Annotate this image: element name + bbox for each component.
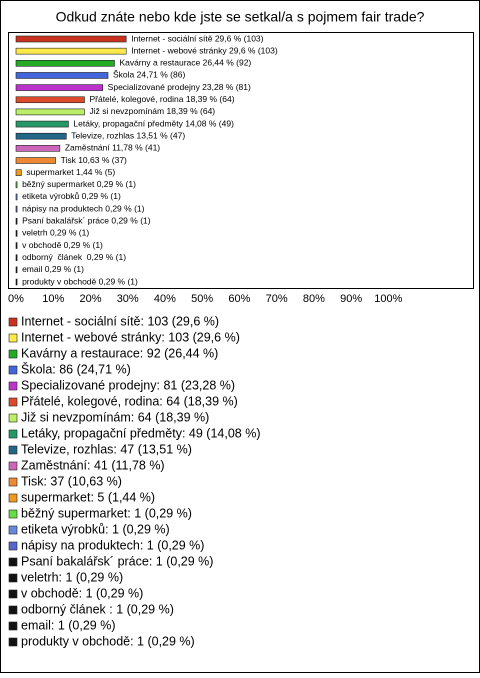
legend-label: veletrh: 1 (0,29 %): [21, 570, 123, 584]
bar: [15, 242, 18, 249]
data-label: Internet - webové stránky 29,6 % (103): [131, 45, 278, 55]
legend-swatch: [8, 333, 18, 343]
data-label: veletrh 0,29 % (1): [22, 228, 89, 238]
bar: [15, 72, 109, 79]
legend-swatch: [8, 365, 18, 375]
data-label: Tisk 10,63 % (37): [61, 155, 127, 165]
legend-label: Tisk: 37 (10,63 %): [21, 474, 122, 488]
legend-swatch: [8, 461, 18, 471]
data-label: Internet - sociální sítě 29,6 % (103): [131, 33, 263, 43]
bar: [15, 217, 18, 225]
x-tick-label: 60%: [228, 293, 250, 305]
legend-swatch: [8, 541, 18, 551]
legend-label: Internet - webové stránky: 103 (29,6 %): [21, 330, 240, 344]
legend-swatch: [8, 621, 18, 631]
bar: [15, 120, 69, 128]
legend-swatch: [8, 349, 18, 359]
data-label: produkty v obchodě 0,29 % (1): [22, 276, 138, 286]
legend-label: Specializované prodejny: 81 (23,28 %): [21, 378, 235, 392]
x-tick-label: 70%: [266, 293, 288, 305]
legend-label: Letáky, propagační předměty: 49 (14,08 %…: [21, 426, 261, 440]
data-label: odborný článek 0,29 % (1): [22, 252, 126, 262]
legend-label: nápisy na produktech: 1 (0,29 %): [21, 538, 204, 552]
bar: [15, 96, 85, 104]
bar: [15, 169, 22, 176]
legend-swatch: [8, 381, 18, 391]
data-label: Škola 24,71 % (86): [113, 70, 185, 80]
legend-swatch: [8, 413, 18, 423]
bar: [15, 108, 85, 116]
data-label: Letáky, propagační předměty 14,08 % (49): [73, 118, 234, 128]
x-tick-label: 0%: [8, 293, 24, 305]
legend-label: v obchodě: 1 (0,29 %): [21, 586, 143, 600]
bar: [15, 47, 127, 55]
data-label: email 0,29 % (1): [22, 264, 84, 274]
bar: [15, 59, 115, 67]
legend-swatch: [8, 317, 18, 327]
bar: [15, 181, 18, 189]
legend-swatch: [8, 509, 18, 519]
data-label: Kavárny a restaurace 26,44 % (92): [119, 58, 251, 68]
legend-label: email: 1 (0,29 %): [21, 618, 115, 632]
legend-swatch: [8, 397, 18, 407]
x-tick-label: 50%: [191, 293, 213, 305]
legend-label: produkty v obchodě: 1 (0,29 %): [21, 634, 195, 648]
legend-label: Již si nevzpomínám: 64 (18,39 %): [21, 410, 209, 424]
legend-label: etiketa výrobků: 1 (0,29 %): [21, 522, 170, 536]
bar: [15, 278, 18, 286]
legend-swatch: [8, 605, 18, 615]
bar: [15, 254, 18, 261]
legend-label: Psaní bakalářsk´ práce: 1 (0,29 %): [21, 554, 213, 568]
chart-title: Odkud znáte nebo kde jste se setkal/a s …: [56, 9, 425, 25]
legend-label: odborný článek : 1 (0,29 %): [21, 602, 174, 616]
legend-label: Škola: 86 (24,71 %): [21, 361, 131, 376]
bar: [15, 157, 56, 164]
x-tick-label: 100%: [374, 293, 402, 305]
x-tick-label: 80%: [303, 293, 325, 305]
x-tick-label: 40%: [154, 293, 176, 305]
legend-swatch: [8, 429, 18, 439]
legend-swatch: [8, 445, 18, 455]
legend-swatch: [8, 557, 18, 567]
data-label: běžný supermarket 0,29 % (1): [22, 179, 136, 189]
data-label: nápisy na produktech 0,29 % (1): [22, 203, 145, 213]
bar: [15, 193, 18, 201]
x-tick-label: 10%: [42, 293, 64, 305]
data-label: supermarket 1,44 % (5): [26, 167, 115, 177]
data-label: Psaní bakalářsk´ práce 0,29 % (1): [22, 216, 151, 226]
data-label: Již si nevzpomínám 18,39 % (64): [89, 106, 215, 116]
data-label: v obchodě 0,29 % (1): [22, 240, 103, 250]
bar: [15, 145, 61, 152]
legend-swatch: [8, 637, 18, 647]
legend-label: Přátelé, kolegové, rodina: 64 (18,39 %): [21, 394, 238, 408]
legend-label: běžný supermarket: 1 (0,29 %): [21, 506, 192, 520]
data-label: Televize, rozhlas 13,51 % (47): [71, 130, 185, 140]
bar: [15, 266, 18, 274]
x-tick-label: 20%: [79, 293, 101, 305]
legend-swatch: [8, 589, 18, 599]
bar: [15, 230, 18, 237]
data-label: etiketa výrobků 0,29 % (1): [22, 191, 121, 201]
bar: [15, 35, 127, 43]
data-label: Specializované prodejny 23,28 % (81): [108, 82, 251, 92]
x-tick-label: 30%: [117, 293, 139, 305]
legend-swatch: [8, 525, 18, 535]
legend-label: supermarket: 5 (1,44 %): [21, 490, 155, 504]
x-tick-label: 90%: [340, 293, 362, 305]
bar: [15, 205, 18, 213]
bar: [15, 132, 67, 140]
legend-label: Televize, rozhlas: 47 (13,51 %): [21, 442, 192, 456]
legend-label: Kavárny a restaurace: 92 (26,44 %): [21, 346, 218, 360]
legend-swatch: [8, 573, 18, 583]
legend-label: Internet - sociální sítě: 103 (29,6 %): [21, 314, 219, 328]
data-label: Přátelé, kolegové, rodina 18,39 % (64): [89, 94, 234, 104]
data-label: Zaměstnání 11,78 % (41): [65, 143, 160, 153]
legend-swatch: [8, 477, 18, 487]
legend-label: Zaměstnání: 41 (11,78 %): [21, 458, 165, 472]
legend-swatch: [8, 493, 18, 503]
bar: [15, 84, 103, 91]
